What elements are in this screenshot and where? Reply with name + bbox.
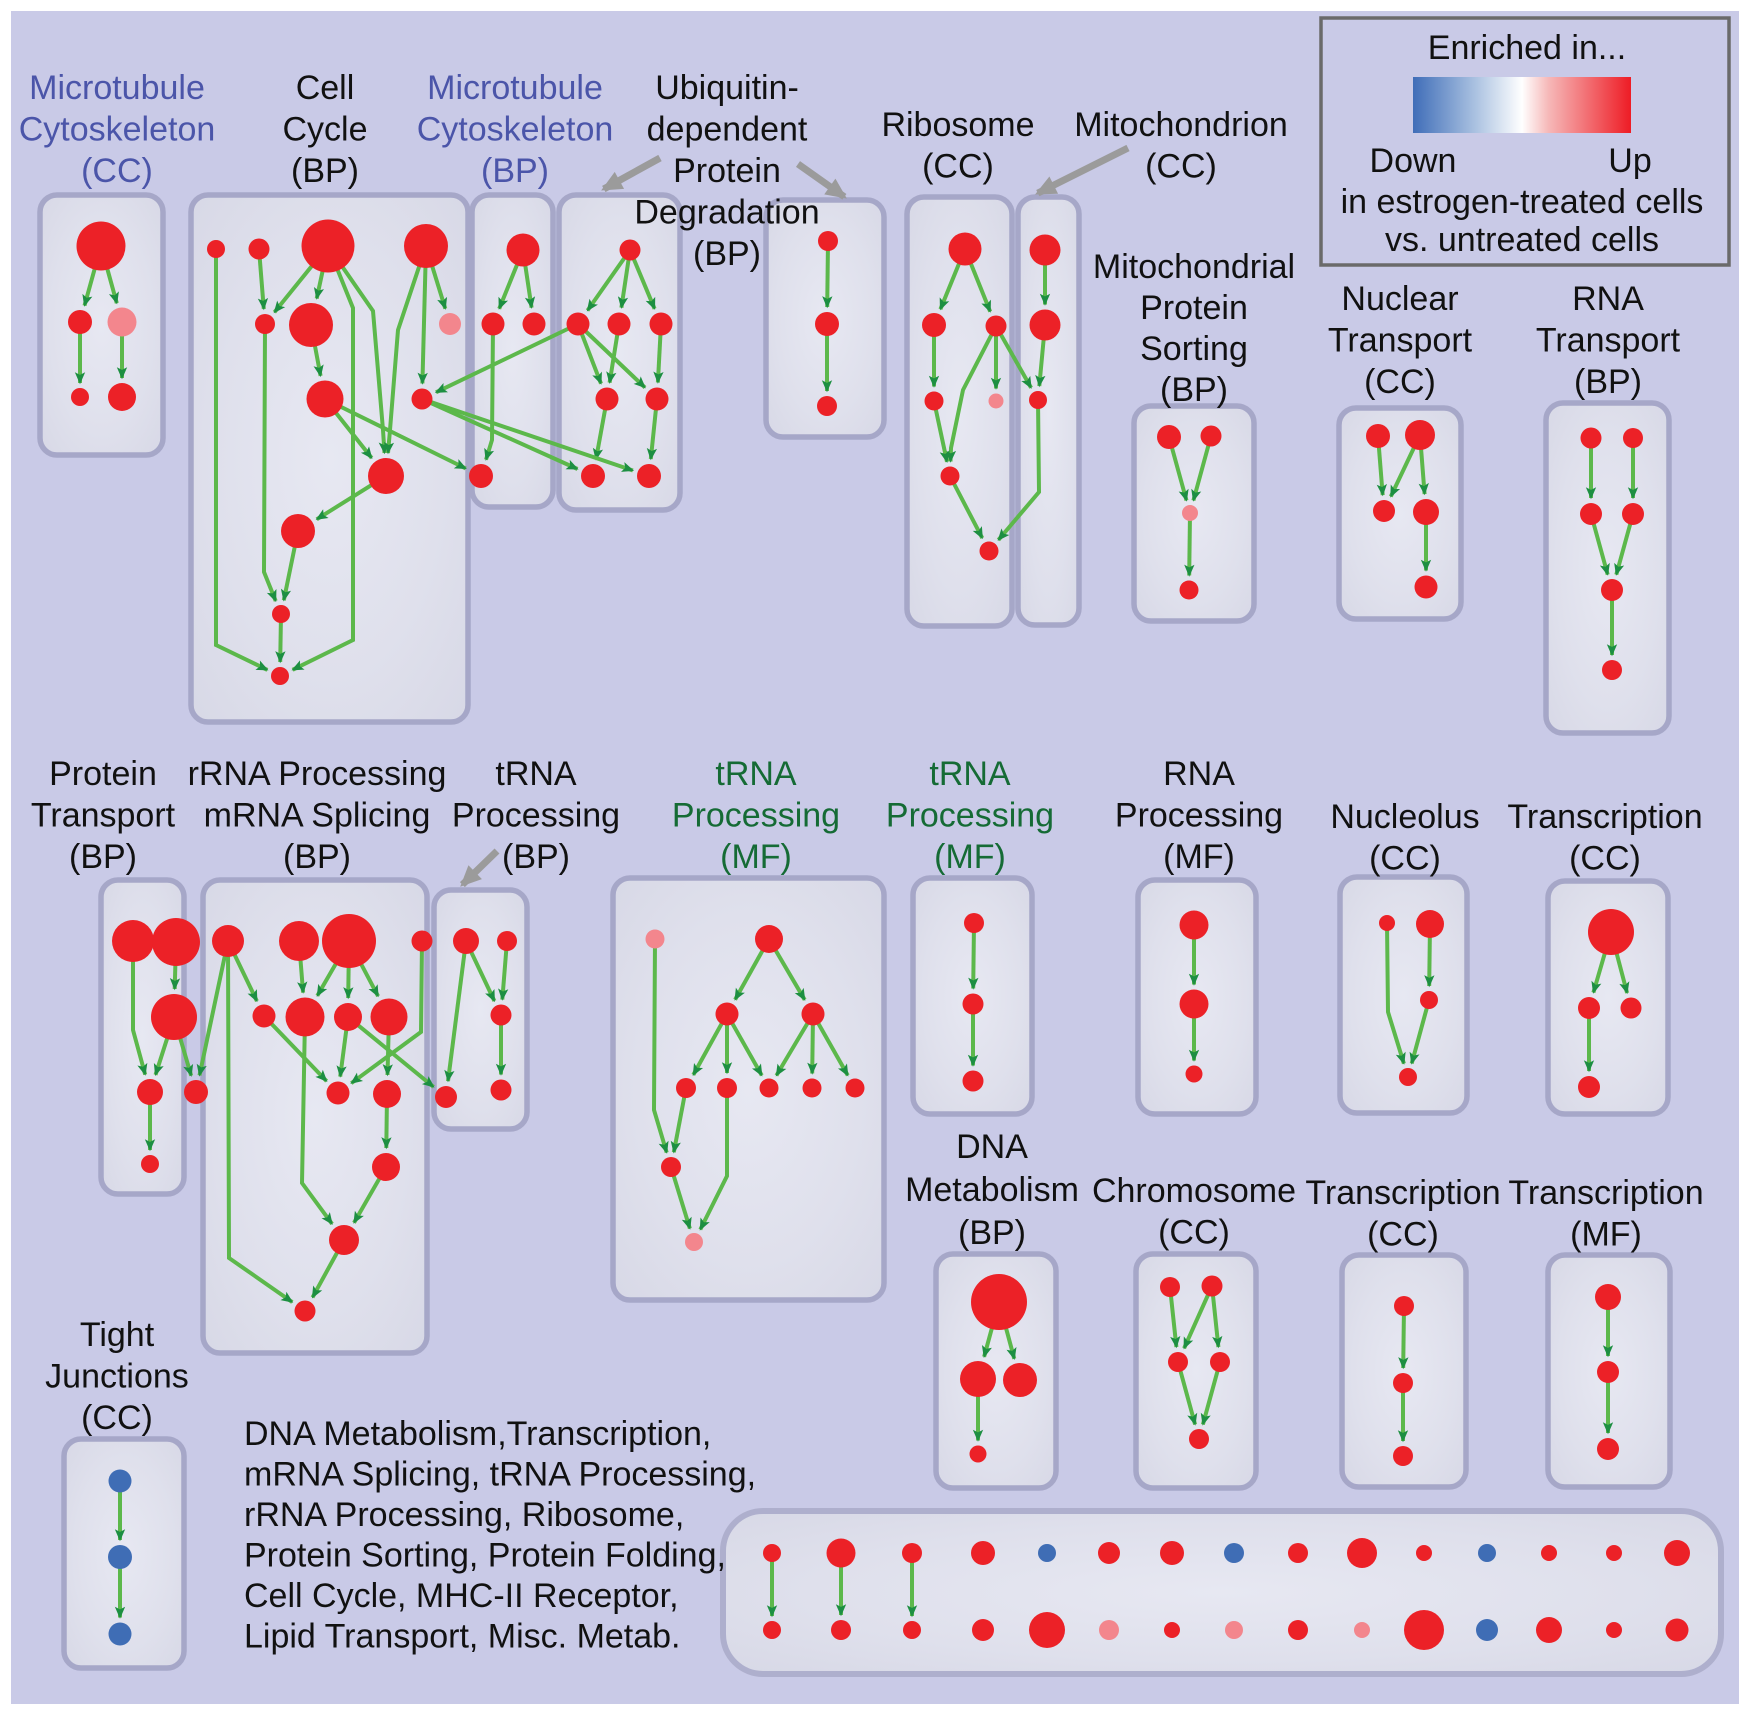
svg-text:(CC): (CC) <box>922 148 994 186</box>
svg-text:Ribosome: Ribosome <box>881 106 1034 144</box>
svg-text:Transport: Transport <box>1328 322 1473 360</box>
svg-text:(CC): (CC) <box>1145 148 1217 186</box>
svg-text:Processing: Processing <box>886 797 1054 835</box>
svg-text:Microtubule: Microtubule <box>427 69 603 107</box>
svg-text:Protein: Protein <box>673 152 781 190</box>
svg-text:Cycle: Cycle <box>282 111 367 149</box>
svg-text:tRNA: tRNA <box>929 755 1011 793</box>
svg-text:Protein: Protein <box>49 755 157 793</box>
svg-text:RNA: RNA <box>1572 280 1644 318</box>
svg-text:Lipid Transport, Misc. Metab.: Lipid Transport, Misc. Metab. <box>244 1618 681 1656</box>
svg-text:Transcription: Transcription <box>1507 798 1702 836</box>
svg-text:(CC): (CC) <box>81 1399 153 1437</box>
svg-text:Cytoskeleton: Cytoskeleton <box>417 111 614 149</box>
svg-text:(MF): (MF) <box>720 838 792 876</box>
svg-text:(BP): (BP) <box>69 838 137 876</box>
svg-text:(MF): (MF) <box>1163 838 1235 876</box>
svg-text:(CC): (CC) <box>1364 363 1436 401</box>
svg-text:Protein Sorting, Protein Foldi: Protein Sorting, Protein Folding, <box>244 1537 726 1575</box>
svg-text:rRNA Processing, Ribosome,: rRNA Processing, Ribosome, <box>244 1496 684 1534</box>
svg-text:Up: Up <box>1608 142 1651 180</box>
svg-text:(CC): (CC) <box>1158 1214 1230 1252</box>
svg-text:Down: Down <box>1370 142 1457 180</box>
svg-text:rRNA Processing: rRNA Processing <box>188 755 447 793</box>
svg-text:Transport: Transport <box>1536 322 1681 360</box>
svg-text:in estrogen-treated cells: in estrogen-treated cells <box>1341 183 1704 221</box>
svg-text:(CC): (CC) <box>81 152 153 190</box>
svg-text:(CC): (CC) <box>1367 1216 1439 1254</box>
svg-text:(BP): (BP) <box>481 152 549 190</box>
svg-text:Microtubule: Microtubule <box>29 69 205 107</box>
svg-text:Processing: Processing <box>1115 797 1283 835</box>
svg-text:Cytoskeleton: Cytoskeleton <box>19 111 216 149</box>
svg-text:(BP): (BP) <box>1160 371 1228 409</box>
svg-text:(MF): (MF) <box>1570 1216 1642 1254</box>
svg-text:Metabolism: Metabolism <box>905 1171 1079 1209</box>
svg-text:Cell: Cell <box>296 69 355 107</box>
svg-text:(BP): (BP) <box>502 838 570 876</box>
svg-text:mRNA Splicing, tRNA Processing: mRNA Splicing, tRNA Processing, <box>244 1456 756 1494</box>
svg-text:Junctions: Junctions <box>45 1358 189 1396</box>
svg-text:Enriched in...: Enriched in... <box>1428 29 1626 67</box>
svg-text:Degradation: Degradation <box>634 194 819 232</box>
svg-text:dependent: dependent <box>647 111 808 149</box>
svg-text:(CC): (CC) <box>1569 840 1641 878</box>
svg-text:(BP): (BP) <box>291 152 359 190</box>
svg-text:Nuclear: Nuclear <box>1341 280 1458 318</box>
svg-text:RNA: RNA <box>1163 755 1235 793</box>
svg-text:Sorting: Sorting <box>1140 330 1248 368</box>
svg-text:tRNA: tRNA <box>715 755 797 793</box>
svg-text:Processing: Processing <box>672 797 840 835</box>
svg-text:Transcription: Transcription <box>1508 1174 1703 1212</box>
svg-text:Protein: Protein <box>1140 289 1248 327</box>
svg-text:mRNA Splicing: mRNA Splicing <box>204 797 431 835</box>
svg-text:Transport: Transport <box>31 797 176 835</box>
svg-text:Mitochondrion: Mitochondrion <box>1074 106 1288 144</box>
svg-text:DNA: DNA <box>956 1128 1028 1166</box>
svg-text:DNA Metabolism,Transcription,: DNA Metabolism,Transcription, <box>244 1415 711 1453</box>
svg-text:tRNA: tRNA <box>495 755 577 793</box>
svg-text:Chromosome: Chromosome <box>1092 1172 1296 1210</box>
svg-text:(BP): (BP) <box>958 1214 1026 1252</box>
svg-text:Processing: Processing <box>452 797 620 835</box>
svg-text:Mitochondrial: Mitochondrial <box>1093 248 1295 286</box>
svg-text:(BP): (BP) <box>1574 363 1642 401</box>
svg-text:Nucleolus: Nucleolus <box>1330 798 1479 836</box>
svg-text:(CC): (CC) <box>1369 840 1441 878</box>
svg-text:vs. untreated cells: vs. untreated cells <box>1385 221 1659 259</box>
svg-text:Ubiquitin-: Ubiquitin- <box>655 69 799 107</box>
svg-text:Transcription: Transcription <box>1305 1174 1500 1212</box>
svg-text:Tight: Tight <box>80 1316 155 1354</box>
svg-text:Cell Cycle, MHC-II Receptor,: Cell Cycle, MHC-II Receptor, <box>244 1577 679 1615</box>
svg-text:(BP): (BP) <box>283 838 351 876</box>
svg-text:(BP): (BP) <box>693 235 761 273</box>
svg-text:(MF): (MF) <box>934 838 1006 876</box>
